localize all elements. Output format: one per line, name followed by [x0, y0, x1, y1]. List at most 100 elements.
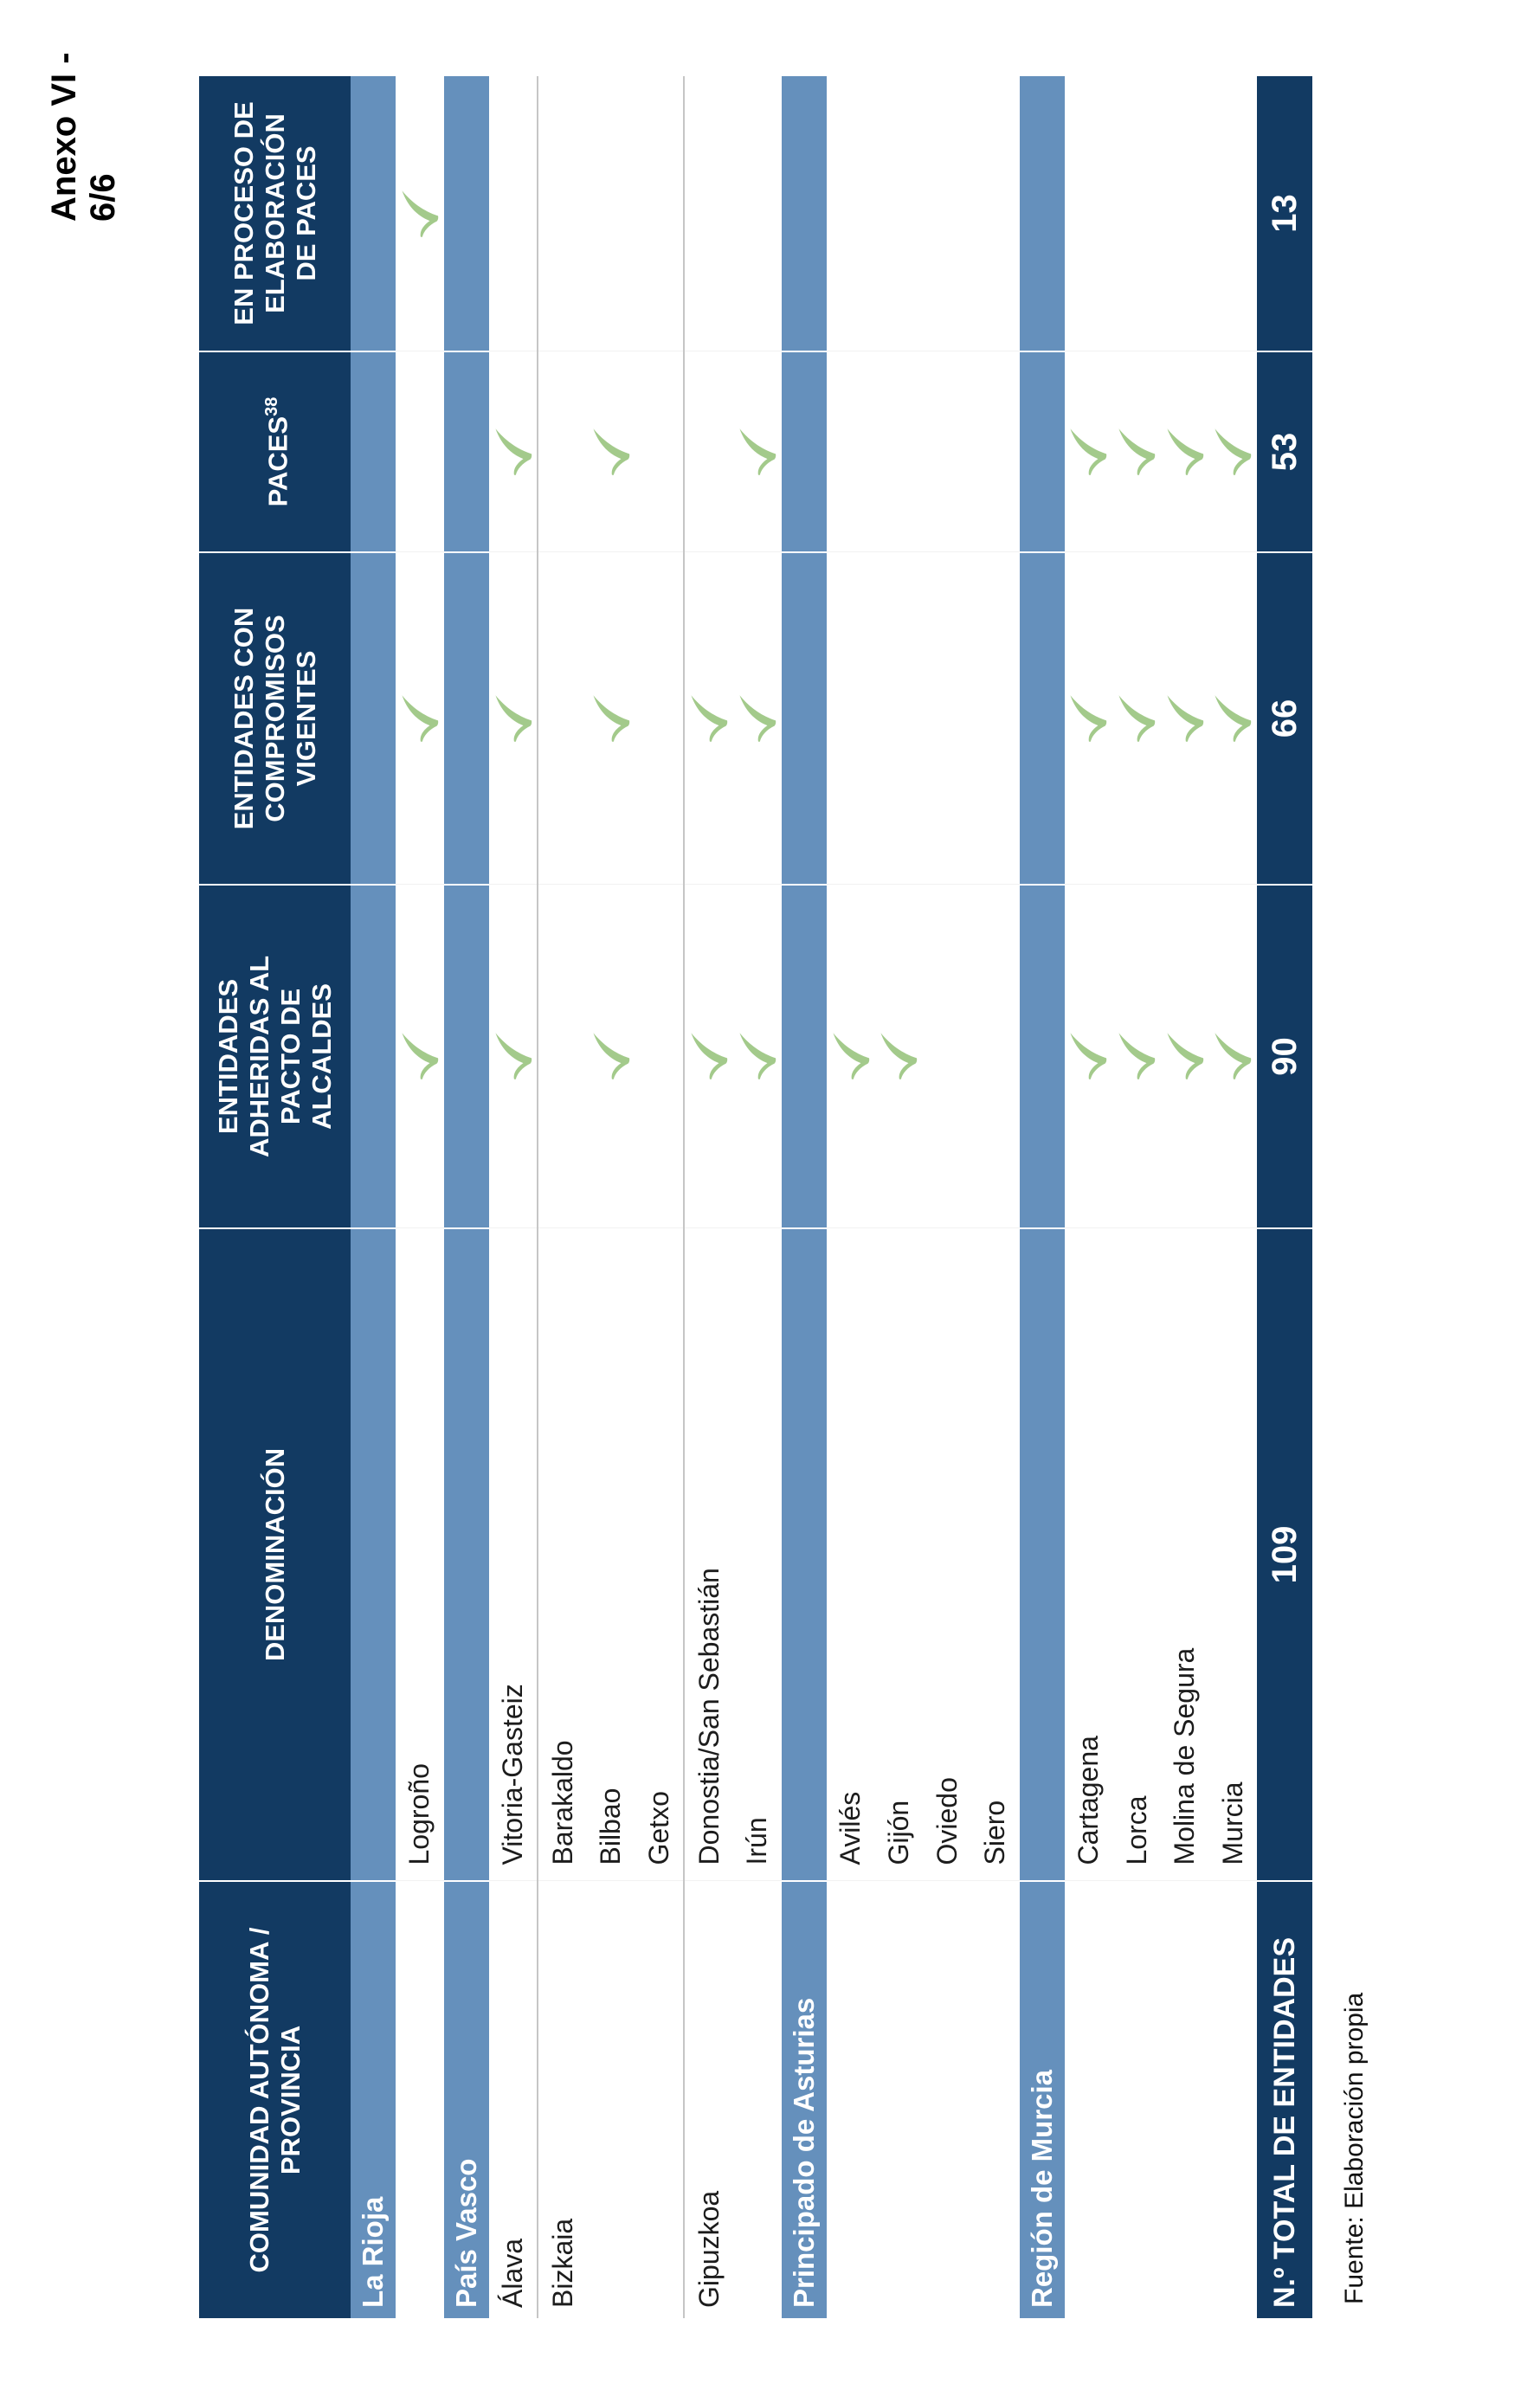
empty-cell: [684, 351, 734, 552]
data-row: Bilbao: [587, 76, 635, 2318]
cell-denominacion: Donostia/San Sebastián: [684, 1228, 734, 1881]
empty-cell: [635, 552, 685, 885]
cell-check-compromisos: [1208, 552, 1258, 885]
section-empty-cell: [781, 552, 827, 885]
section-row: Región de Murcia: [1019, 76, 1065, 2318]
table-wrapper: COMUNIDAD AUTÓNOMA / PROVINCIA DENOMINACI…: [199, 76, 1313, 2318]
empty-cell: [1064, 76, 1113, 351]
cell-comunidad: [587, 1881, 635, 2318]
section-empty-cell: [781, 885, 827, 1228]
cell-denominacion: Logroño: [396, 1228, 444, 1881]
check-icon: [1215, 695, 1252, 742]
empty-cell: [826, 351, 875, 552]
footnote-reference: 38: [261, 396, 281, 416]
check-icon: [1070, 428, 1107, 475]
total-count-paces: 53: [1257, 351, 1313, 552]
section-row: País Vasco: [443, 76, 489, 2318]
cell-comunidad: [1112, 1881, 1161, 2318]
check-icon: [494, 1033, 532, 1080]
check-icon: [593, 1033, 630, 1080]
cell-check-compromisos: [587, 552, 635, 885]
cell-comunidad: [923, 1881, 971, 2318]
cell-check-adheridas: [874, 885, 924, 1228]
check-icon: [402, 190, 439, 237]
column-header-label: ENTIDADES CON COMPROMISOS VIGENTES: [228, 607, 321, 830]
cell-check-adheridas: [1112, 885, 1161, 1228]
data-row: Gijón: [874, 76, 924, 2318]
cell-comunidad: [1064, 1881, 1113, 2318]
covenant-entities-table: COMUNIDAD AUTÓNOMA / PROVINCIA DENOMINACI…: [199, 76, 1313, 2318]
cell-check-en_proceso: [396, 76, 444, 351]
empty-cell: [923, 76, 971, 351]
cell-check-paces: [1208, 351, 1258, 552]
check-icon: [880, 1033, 918, 1080]
check-icon: [691, 695, 728, 742]
cell-check-paces: [733, 351, 782, 552]
column-header-comunidad: COMUNIDAD AUTÓNOMA / PROVINCIA: [199, 1881, 351, 2318]
data-row: Getxo: [635, 76, 685, 2318]
section-empty-cell: [781, 351, 827, 552]
cell-denominacion: Oviedo: [923, 1228, 971, 1881]
data-row: Lorca: [1112, 76, 1161, 2318]
empty-cell: [970, 351, 1020, 552]
check-icon: [691, 1033, 728, 1080]
section-empty-cell: [1019, 351, 1065, 552]
column-header-compromisos: ENTIDADES CON COMPROMISOS VIGENTES: [199, 552, 351, 885]
check-icon: [1167, 695, 1204, 742]
column-header-label: DENOMINACIÓN: [259, 1447, 290, 1662]
section-empty-cell: [351, 351, 396, 552]
check-icon: [1167, 1033, 1204, 1080]
empty-cell: [923, 552, 971, 885]
check-icon: [494, 695, 532, 742]
cell-check-compromisos: [488, 552, 538, 885]
cell-check-paces: [1112, 351, 1161, 552]
section-empty-cell: [443, 552, 489, 885]
annex-page-label: Anexo VI - 6/6: [45, 52, 122, 222]
empty-cell: [396, 351, 444, 552]
cell-check-adheridas: [396, 885, 444, 1228]
cell-denominacion: Murcia: [1208, 1228, 1258, 1881]
cell-comunidad: [826, 1881, 875, 2318]
cell-denominacion: Siero: [970, 1228, 1020, 1881]
section-empty-cell: [443, 76, 489, 351]
data-row: Avilés: [826, 76, 875, 2318]
data-row: Álava Vitoria-Gasteiz: [488, 76, 538, 2318]
empty-cell: [587, 76, 635, 351]
cell-check-adheridas: [587, 885, 635, 1228]
total-count-adheridas: 90: [1257, 885, 1313, 1228]
empty-cell: [538, 885, 588, 1228]
section-row: La Rioja: [351, 76, 396, 2318]
cell-denominacion: Getxo: [635, 1228, 685, 1881]
empty-cell: [538, 76, 588, 351]
empty-cell: [1160, 76, 1209, 351]
check-icon: [1070, 1033, 1107, 1080]
section-label: Principado de Asturias: [781, 1881, 827, 2318]
cell-check-compromisos: [684, 552, 734, 885]
column-header-label: ENTIDADES ADHERIDAS AL PACTO DE ALCALDES: [212, 955, 337, 1158]
table-body: La Rioja Logroño País Vasco Álava Vitoria-Ga…: [351, 76, 1313, 2318]
cell-denominacion: Bilbao: [587, 1228, 635, 1881]
section-empty-cell: [351, 552, 396, 885]
check-icon: [1118, 695, 1156, 742]
column-header-denominacion: DENOMINACIÓN: [199, 1228, 351, 1881]
column-header-paces: PACES38: [199, 351, 351, 552]
empty-cell: [874, 351, 924, 552]
section-label: La Rioja: [351, 1881, 396, 2318]
cell-check-paces: [488, 351, 538, 552]
empty-cell: [826, 76, 875, 351]
cell-comunidad: Álava: [488, 1881, 538, 2318]
cell-check-paces: [1064, 351, 1113, 552]
check-icon: [739, 695, 776, 742]
section-label: Región de Murcia: [1019, 1881, 1065, 2318]
check-icon: [402, 695, 439, 742]
column-header-label: EN PROCESO DE ELABORACIÓN DE PACES: [228, 101, 321, 325]
empty-cell: [488, 76, 538, 351]
check-icon: [1118, 428, 1156, 475]
cell-check-adheridas: [488, 885, 538, 1228]
empty-cell: [733, 76, 782, 351]
check-icon: [494, 428, 532, 475]
section-empty-cell: [1019, 885, 1065, 1228]
cell-comunidad: [396, 1881, 444, 2318]
cell-denominacion: Lorca: [1112, 1228, 1161, 1881]
data-row: Logroño: [396, 76, 444, 2318]
